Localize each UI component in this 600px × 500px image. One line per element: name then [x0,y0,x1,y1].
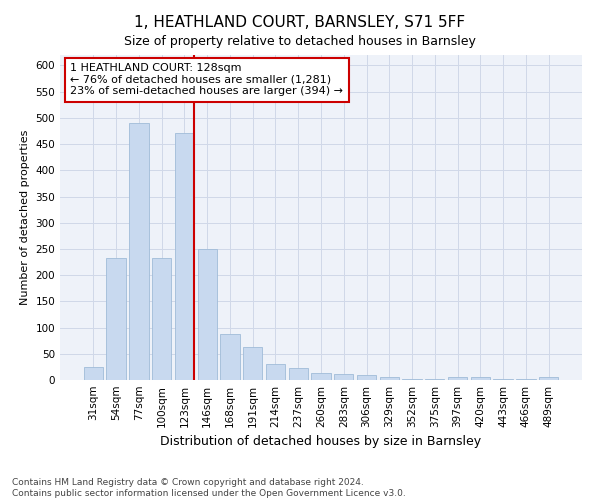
Text: Contains HM Land Registry data © Crown copyright and database right 2024.
Contai: Contains HM Land Registry data © Crown c… [12,478,406,498]
Text: 1 HEATHLAND COURT: 128sqm
← 76% of detached houses are smaller (1,281)
23% of se: 1 HEATHLAND COURT: 128sqm ← 76% of detac… [70,63,343,96]
Y-axis label: Number of detached properties: Number of detached properties [20,130,30,305]
X-axis label: Distribution of detached houses by size in Barnsley: Distribution of detached houses by size … [160,436,482,448]
Bar [516,379,536,380]
Bar [129,123,149,380]
Bar [175,132,194,380]
Bar [152,258,172,380]
Bar [106,258,126,380]
Bar [266,364,285,380]
Bar [539,378,558,380]
Bar [425,379,445,380]
Text: 1, HEATHLAND COURT, BARNSLEY, S71 5FF: 1, HEATHLAND COURT, BARNSLEY, S71 5FF [134,15,466,30]
Bar [220,334,239,380]
Bar [311,373,331,380]
Bar [380,378,399,380]
Bar [84,367,103,380]
Bar [289,368,308,380]
Bar [357,375,376,380]
Text: Size of property relative to detached houses in Barnsley: Size of property relative to detached ho… [124,35,476,48]
Bar [243,347,262,380]
Bar [334,374,353,380]
Bar [403,379,422,380]
Bar [470,377,490,380]
Bar [493,379,513,380]
Bar [448,377,467,380]
Bar [197,249,217,380]
